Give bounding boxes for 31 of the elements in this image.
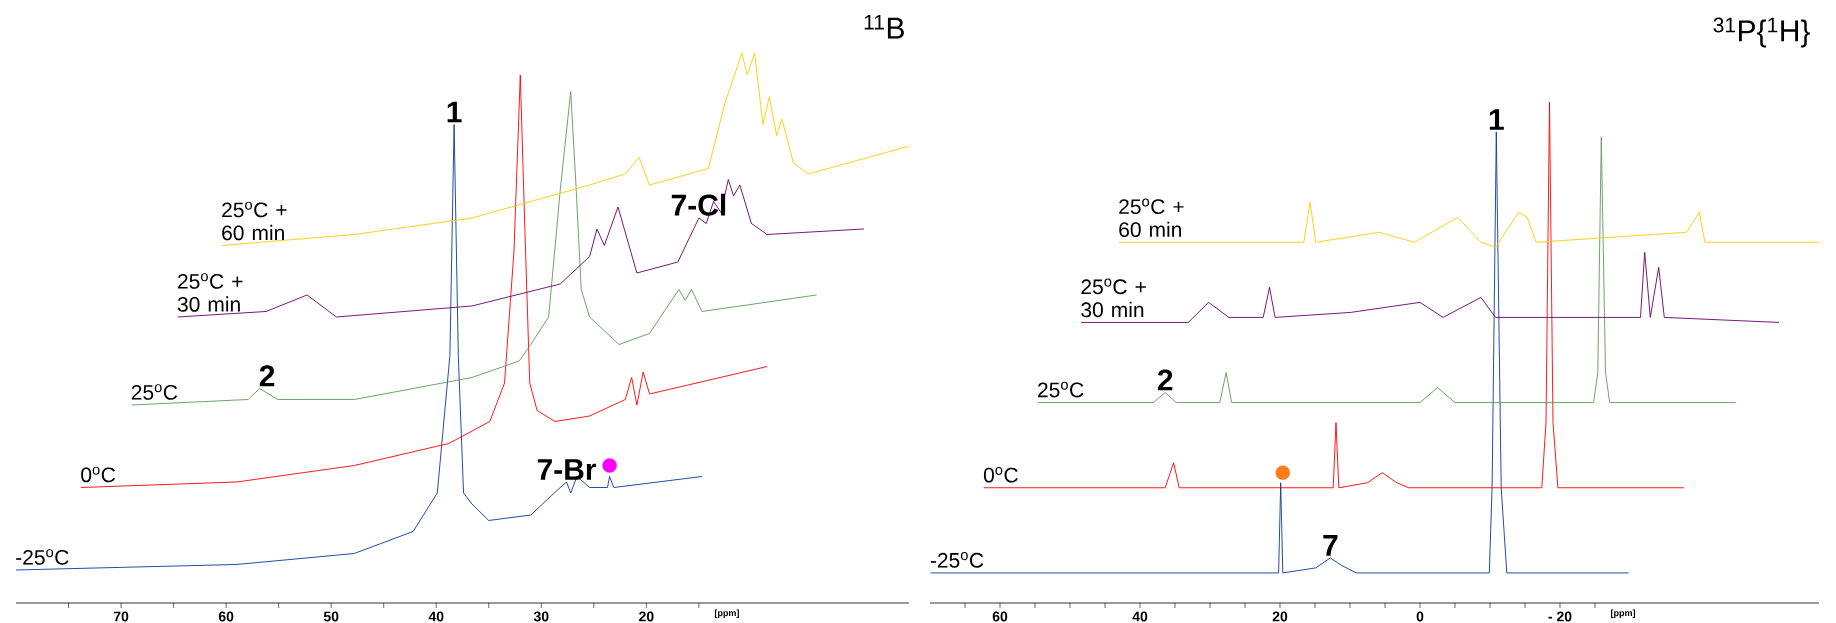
chart-title: $^{11}$B — [864, 14, 904, 39]
x-tick-label: 60 — [992, 611, 1008, 622]
series-label: 25$^{o}$C — [131, 384, 178, 400]
series-label: 25$^{o}$C + 30 min — [1081, 278, 1146, 318]
annotation: 7-Br — [537, 459, 597, 480]
x-tick-label: 30 — [533, 611, 549, 622]
annotation: 1 — [447, 101, 462, 123]
x-axis-title: [ppm] — [714, 609, 739, 618]
series-label: -25$^{o}$C — [930, 552, 984, 568]
x-tick-label: 60 — [218, 611, 234, 622]
x-tick-label: 20 — [1272, 611, 1288, 622]
series-label: 0$^{o}$C — [81, 466, 116, 483]
x-tick-label: - 20 — [1548, 611, 1572, 622]
annotation: 7 — [1323, 535, 1338, 556]
series-label: 25$^{o}$C + 30 min — [177, 273, 243, 312]
x-tick-label: 40 — [1132, 611, 1148, 622]
series-label: 0$^{o}$C — [983, 466, 1018, 483]
series-label: 25$^{o}$C + 60 min — [1119, 198, 1184, 238]
x-tick-label: 0 — [1416, 611, 1424, 622]
x-tick-label: 20 — [639, 611, 654, 622]
series-label: 25$^{o}$C — [1038, 381, 1084, 398]
annotation: 2 — [1157, 369, 1173, 391]
series-label: -25$^{o}$C — [16, 549, 69, 565]
x-tick-label: 70 — [113, 611, 129, 622]
chart-title: $^{31}$P{$^{1}$H} — [1713, 17, 1810, 48]
annotation: 2 — [259, 365, 275, 387]
series-label: 25$^{o}$C + 60 min — [222, 201, 287, 241]
x-tick-label: 40 — [428, 611, 444, 622]
x-tick-label: 50 — [323, 611, 339, 622]
x-axis-title: [ppm] — [1611, 609, 1636, 618]
annotation: 1 — [1489, 109, 1504, 130]
